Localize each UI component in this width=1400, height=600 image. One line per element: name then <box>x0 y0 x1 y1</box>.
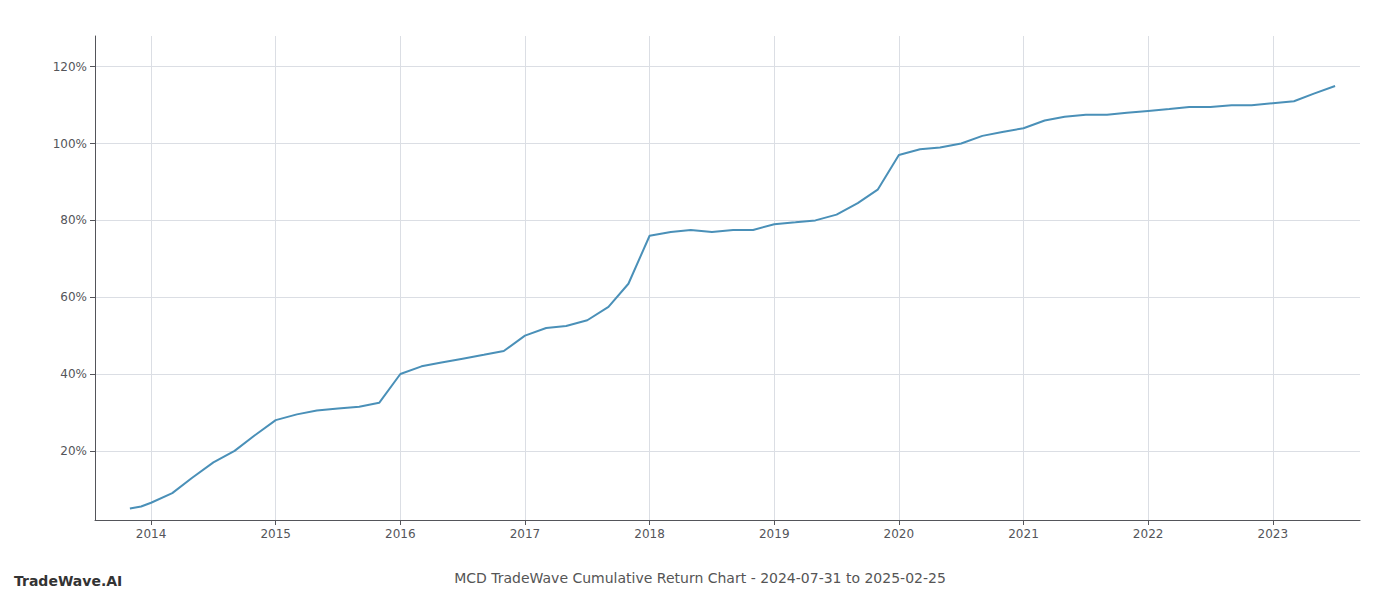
svg-text:2022: 2022 <box>1133 527 1164 541</box>
svg-text:TradeWave.AI: TradeWave.AI <box>14 573 122 589</box>
svg-text:120%: 120% <box>53 60 87 74</box>
svg-text:100%: 100% <box>53 137 87 151</box>
svg-text:2015: 2015 <box>260 527 291 541</box>
svg-text:80%: 80% <box>60 213 87 227</box>
svg-text:2020: 2020 <box>884 527 915 541</box>
svg-text:2014: 2014 <box>136 527 167 541</box>
svg-text:20%: 20% <box>60 444 87 458</box>
svg-text:2018: 2018 <box>634 527 665 541</box>
svg-text:2017: 2017 <box>510 527 541 541</box>
svg-text:60%: 60% <box>60 290 87 304</box>
svg-text:2021: 2021 <box>1008 527 1039 541</box>
svg-text:2019: 2019 <box>759 527 790 541</box>
svg-text:40%: 40% <box>60 367 87 381</box>
svg-text:2016: 2016 <box>385 527 416 541</box>
svg-text:MCD TradeWave Cumulative Retur: MCD TradeWave Cumulative Return Chart - … <box>454 570 946 586</box>
svg-text:2023: 2023 <box>1257 527 1288 541</box>
